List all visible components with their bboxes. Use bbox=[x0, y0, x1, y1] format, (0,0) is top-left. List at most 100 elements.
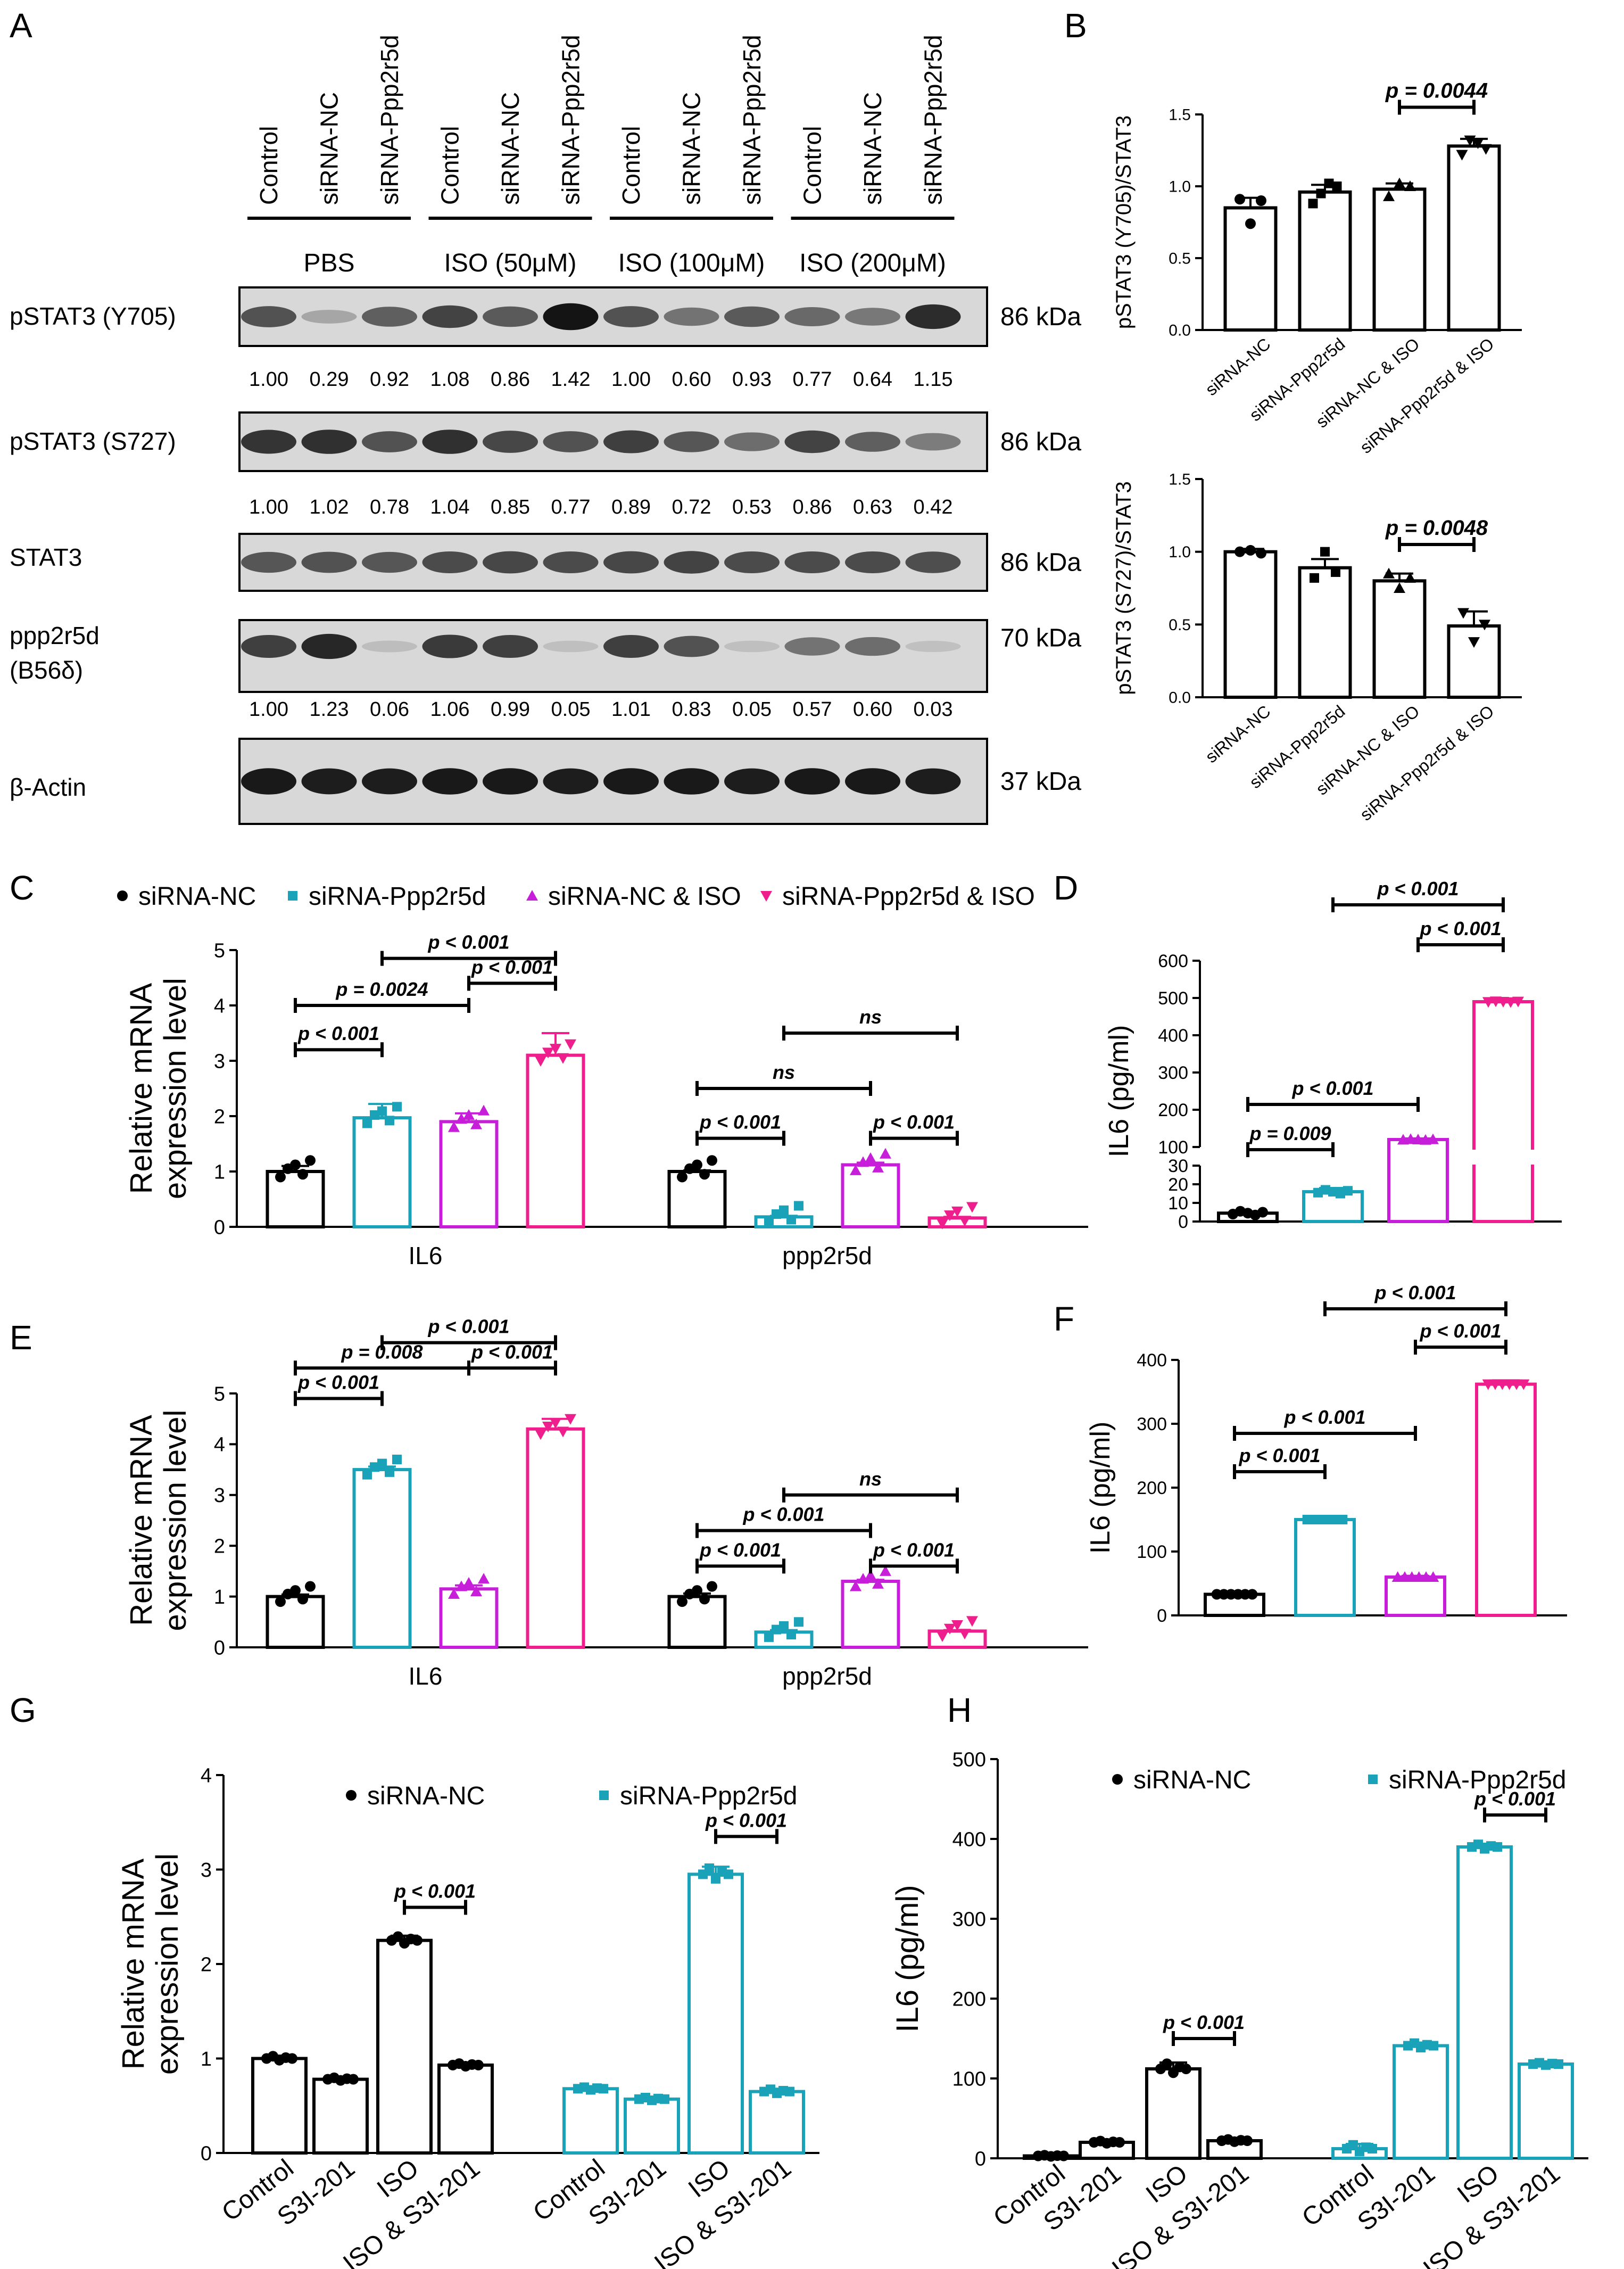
data-point bbox=[660, 2094, 669, 2104]
panel-a-western-blot: Control siRNA-NC siRNA-Ppp2r5d Control siRNA… bbox=[10, 35, 1081, 825]
group-label: IL6 bbox=[409, 1242, 443, 1269]
data-point bbox=[1245, 544, 1256, 556]
y-tick-label: 0.5 bbox=[1169, 250, 1191, 268]
data-point bbox=[1482, 997, 1494, 1008]
data-point bbox=[1336, 1189, 1345, 1199]
band-quant-value: 1.00 bbox=[249, 368, 288, 391]
band-quant-value: 0.89 bbox=[611, 496, 651, 518]
data-point bbox=[1331, 567, 1340, 577]
blot-band bbox=[845, 637, 900, 656]
blot-row-label: STAT3 bbox=[10, 543, 82, 571]
data-point bbox=[290, 1159, 301, 1170]
band-quant-value: 0.83 bbox=[672, 698, 711, 721]
lane-label: siRNA-NC bbox=[678, 92, 706, 205]
bar bbox=[376, 1938, 433, 2155]
data-point bbox=[385, 1467, 394, 1477]
blot-size-label: 37 kDa bbox=[1000, 768, 1081, 796]
blot-band bbox=[664, 768, 719, 795]
y-tick-label: 0.0 bbox=[1169, 689, 1191, 707]
panel-letter-c: C bbox=[10, 869, 34, 907]
y-tick-label: 1.5 bbox=[1169, 471, 1191, 489]
data-point bbox=[880, 1148, 891, 1159]
bar bbox=[667, 1170, 727, 1228]
data-point bbox=[290, 1585, 301, 1596]
band-quant-value: 0.78 bbox=[370, 496, 409, 518]
data-point bbox=[1256, 548, 1266, 559]
p-value-label: p < 0.001 bbox=[873, 1539, 955, 1561]
blot-membrane bbox=[238, 619, 988, 693]
y-tick-label: 20 bbox=[1168, 1175, 1188, 1195]
blot-band bbox=[664, 636, 719, 657]
p-value-label: ns bbox=[773, 1061, 795, 1083]
blot-band bbox=[362, 431, 417, 452]
p-value-label: p = 0.009 bbox=[1249, 1123, 1331, 1144]
band-quant-value: 1.04 bbox=[430, 496, 470, 518]
data-point bbox=[385, 1116, 394, 1126]
data-point bbox=[288, 891, 297, 901]
band-quant-value: 0.85 bbox=[491, 496, 530, 518]
data-point bbox=[872, 1578, 884, 1589]
blot-size-label: 86 kDa bbox=[1000, 549, 1081, 577]
blot-band bbox=[483, 551, 538, 574]
data-point bbox=[951, 1206, 963, 1217]
data-point bbox=[346, 1790, 357, 1801]
data-point bbox=[1512, 996, 1524, 1008]
blot-band bbox=[362, 307, 417, 327]
data-point bbox=[1058, 2150, 1069, 2161]
legend-label: siRNA-NC & ISO bbox=[548, 882, 741, 911]
blot-band bbox=[845, 432, 900, 452]
blot-band bbox=[603, 634, 659, 658]
y-tick-label: 0.5 bbox=[1169, 616, 1191, 634]
bar bbox=[352, 1116, 412, 1229]
panel-letter-b: B bbox=[1064, 6, 1087, 45]
data-point bbox=[1427, 1571, 1439, 1582]
data-point bbox=[966, 1202, 978, 1213]
data-point bbox=[473, 2059, 484, 2070]
data-point bbox=[857, 1573, 869, 1584]
panel-letter-e: E bbox=[10, 1318, 32, 1357]
y-tick-label: 1 bbox=[214, 1161, 225, 1183]
data-point bbox=[305, 1155, 316, 1166]
data-point bbox=[794, 1201, 803, 1211]
p-value-label: p < 0.001 bbox=[1291, 1077, 1373, 1099]
blot-band bbox=[664, 551, 719, 574]
data-point bbox=[1383, 190, 1395, 201]
blot-row-label: (B56δ) bbox=[10, 656, 83, 684]
y-tick-label: 0 bbox=[1157, 1606, 1167, 1626]
blot-band bbox=[301, 633, 357, 659]
band-quant-value: 0.57 bbox=[793, 698, 832, 721]
data-point bbox=[565, 1414, 576, 1425]
group-label: ppp2r5d bbox=[782, 1662, 872, 1690]
y-axis-label: IL6 (pg/ml) bbox=[890, 1885, 925, 2032]
blot-band bbox=[664, 431, 719, 452]
data-point bbox=[772, 1624, 781, 1635]
data-point bbox=[392, 1102, 402, 1112]
p-value-label: p = 0.0048 bbox=[1385, 516, 1488, 540]
bar bbox=[526, 1053, 585, 1228]
band-quant-value: 0.77 bbox=[793, 368, 832, 391]
data-point bbox=[305, 1581, 316, 1592]
data-point bbox=[370, 1110, 379, 1120]
band-quant-value: 0.72 bbox=[672, 496, 711, 518]
data-point bbox=[1412, 1134, 1424, 1144]
data-point bbox=[707, 1581, 717, 1592]
blot-band bbox=[422, 551, 478, 574]
y-tick-label: 500 bbox=[1158, 988, 1188, 1009]
data-point bbox=[1245, 218, 1256, 229]
blot-band bbox=[784, 430, 840, 453]
blot-band bbox=[784, 637, 840, 656]
data-point bbox=[455, 1580, 467, 1591]
y-tick-label: 3 bbox=[201, 1859, 212, 1882]
blot-band bbox=[241, 430, 296, 454]
y-tick-label: 1.0 bbox=[1169, 543, 1191, 561]
blot-band bbox=[483, 306, 538, 327]
blot-band bbox=[905, 768, 961, 795]
panel-b-top-chart: 0.0 0.5 1.0 1.5 pSTAT3 (Y705)/STAT3 siRNA-NC s… bbox=[1112, 79, 1522, 457]
bar bbox=[439, 1120, 499, 1228]
data-point bbox=[786, 1215, 796, 1225]
bar bbox=[1372, 187, 1427, 332]
band-quant-value: 0.03 bbox=[914, 698, 953, 721]
bar bbox=[1294, 1518, 1356, 1617]
